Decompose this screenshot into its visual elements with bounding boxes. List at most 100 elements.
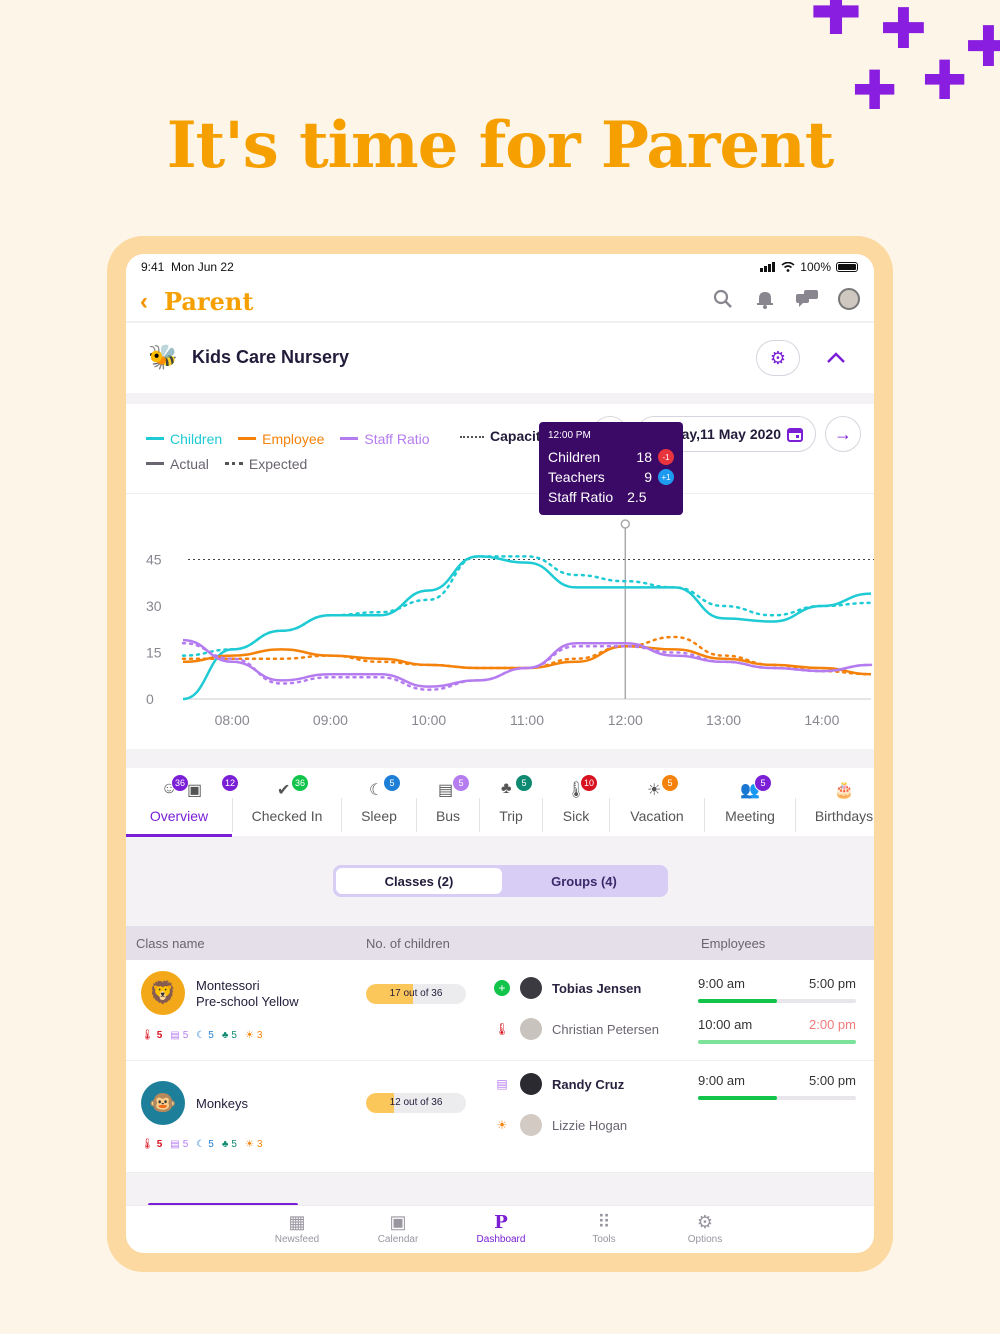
tab-label: Checked In [251,808,323,824]
tab-bus[interactable]: ▤ 5 Bus [417,768,479,836]
tab-badge: 12 [221,774,239,792]
chat-icon[interactable] [796,288,818,310]
sun-icon: ☀ 3 [244,1139,263,1150]
battery-percent: 100% [800,260,831,274]
employee-name: Randy Cruz [552,1076,625,1092]
groups-segment[interactable]: Groups (4) [551,873,617,889]
tab-badge: 10 [580,774,598,792]
tab-badge: 5 [452,774,470,792]
tab-trip[interactable]: ♣ 5 Trip [480,768,542,836]
x-tick-label: 13:00 [706,712,741,728]
legend-employee[interactable]: Employee [238,431,324,447]
tab-label: Sick [562,808,590,824]
tooltip-children-label: Children [548,449,601,465]
nav-tools[interactable]: ⠿ Tools [569,1212,639,1245]
tab-label: Trip [499,808,523,824]
y-tick-label: 15 [146,645,162,661]
gear-icon: ⚙ [769,347,787,368]
table-row[interactable]: 🦁 Montessori Pre-school Yellow 🌡 5 ▤ 5 ☾ 5 … [126,960,874,1061]
nav-options[interactable]: ⚙ Options [670,1212,740,1245]
status-bar: 9:41 Mon Jun 22 100% [126,254,874,280]
tab-label: Meeting [725,808,775,824]
tab-badge: 5 [754,774,772,792]
thermometer-icon: 🌡 5 [141,1139,163,1150]
attendance-chart-card: Children Employee Staff Ratio Actual Exp… [126,404,874,749]
employee-entry[interactable]: + Tobias Jensen [494,977,641,999]
tab-meeting[interactable]: 👥 5 Meeting [705,768,795,836]
shift-time: 10:00 am 2:00 pm [698,1017,856,1044]
calendar-icon [787,428,803,442]
nursery-name: Kids Care Nursery [192,347,350,367]
tooltip-children-delta: -1 [658,449,674,465]
tab-sleep[interactable]: ☾ 5 Sleep [342,768,416,836]
tab-overview[interactable]: ☺ 36 ▣ 12 Overview [126,768,239,836]
calendar-icon: ▣ [389,1212,407,1232]
legend-expected: Expected [224,456,307,472]
y-tick-label: 0 [146,691,154,707]
tooltip-ratio-value: 2.5 [627,489,647,505]
gear-icon: ⚙ [696,1212,714,1232]
nav-calendar[interactable]: ▣ Calendar [363,1212,433,1245]
user-avatar[interactable] [838,288,860,310]
tooltip-children-value: 18 [636,449,652,465]
table-row[interactable]: 🐵 Monkeys 🌡 5 ▤ 5 ☾ 5 ♣ 5 ☀ 3 12 out of 36 ▤ … [126,1061,874,1173]
legend-children[interactable]: Children [146,431,222,447]
classes-groups-toggle: Classes (2) Groups (4) [333,865,668,897]
nursery-header: 🐝 Kids Care Nursery ⚙ [126,323,874,393]
class-name: Montessori Pre-school Yellow [196,978,299,1009]
brand-logo: Parent [164,287,254,316]
moon-icon: ☾ 5 [196,1030,214,1041]
thermometer-icon: 🌡 5 [141,1030,163,1041]
shift-time: 9:00 am 5:00 pm [698,1073,856,1100]
children-progress: 12 out of 36 [366,1093,466,1113]
children-progress: 17 out of 36 [366,984,466,1004]
plus-decoration-icon: ✚ [852,59,898,122]
employee-name: Tobias Jensen [552,980,642,996]
classes-segment[interactable]: Classes (2) [336,868,502,894]
tree-icon: ♣ 5 [221,1030,237,1041]
series-line-children-actual [182,555,872,701]
chart-divider [126,493,874,494]
tab-badge: 5 [661,774,679,792]
moon-icon: ☾ [369,782,384,799]
sun-icon: ☀ [647,782,662,799]
collapse-chevron-up-icon[interactable] [826,347,846,370]
x-tick-label: 10:00 [411,712,446,728]
tab-sick[interactable]: 🌡 10 Sick [543,768,609,836]
y-tick-label: 30 [146,598,162,614]
tab-vacation[interactable]: ☀ 5 Vacation [610,768,704,836]
line-chart: 45 30 15 0 08:00 09:00 10:00 11:00 12:00 13:00 14:… [146,519,874,728]
back-icon[interactable]: ‹ [140,288,148,315]
employee-entry[interactable]: ▤ Randy Cruz [494,1073,624,1095]
plus-decoration-icon: ✚ [880,0,927,62]
column-employees: Employees [701,936,766,951]
avatar [520,1073,542,1095]
class-status-counts: 🌡 5 ▤ 5 ☾ 5 ♣ 5 ☀ 3 [141,1030,262,1041]
tab-checked-in[interactable]: ✔ 36 Checked In [233,768,341,836]
nav-dashboard[interactable]: P Dashboard [466,1212,536,1245]
class-status-counts: 🌡 5 ▤ 5 ☾ 5 ♣ 5 ☀ 3 [141,1139,262,1150]
search-icon[interactable] [712,288,734,310]
series-line-staff-ratio-actual [182,638,872,688]
tab-birthdays[interactable]: 🎂 Birthdays [796,768,874,836]
wifi-icon [781,262,795,272]
bell-icon[interactable] [754,288,776,310]
nav-newsfeed[interactable]: ▦ Newsfeed [262,1212,332,1245]
plus-decoration-icon: ✚ [922,49,968,112]
tooltip-teachers-label: Teachers [548,469,605,485]
legend-staff-ratio[interactable]: Staff Ratio [340,431,430,447]
tab-label: Overview [149,808,209,824]
tab-badge: 5 [383,774,401,792]
series-line-employee-actual [182,645,872,676]
x-tick-label: 08:00 [215,712,250,728]
bus-icon: ▤ [496,1077,508,1091]
grid-icon: ⠿ [597,1212,611,1232]
avatar [520,1018,542,1040]
active-tab-indicator [126,834,232,837]
arrow-right-icon: → [834,423,852,444]
employee-entry[interactable]: ☀ Lizzie Hogan [494,1114,627,1136]
settings-button[interactable]: ⚙ [756,340,800,376]
chart-legend: Children Employee Staff Ratio Actual Exp… [146,426,430,476]
employee-entry[interactable]: 🌡 Christian Petersen [494,1018,659,1040]
next-date-button[interactable]: → [825,416,861,452]
